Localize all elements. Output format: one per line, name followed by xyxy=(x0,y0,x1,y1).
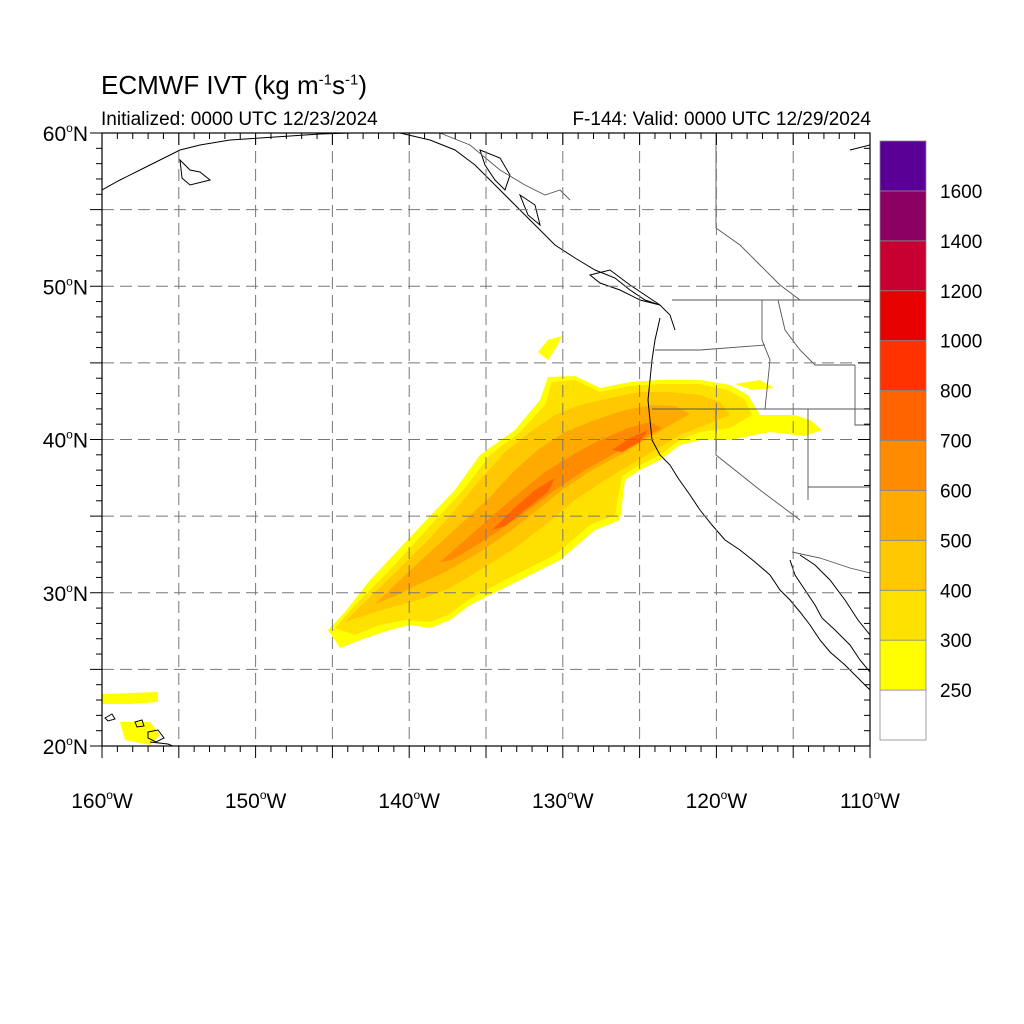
colorbar-label: 250 xyxy=(940,681,972,702)
colorbar-swatch xyxy=(879,689,927,741)
ivt-blob-idaho xyxy=(735,380,774,390)
lat-tick-label: 40oN xyxy=(43,428,88,453)
lon-tick-label: 140oW xyxy=(378,788,440,813)
ivt-contour-700b xyxy=(612,430,648,452)
colorbar-label: 1600 xyxy=(940,182,982,203)
colorbar-label: 700 xyxy=(940,432,972,453)
init-time-label: Initialized: 0000 UTC 12/23/2024 xyxy=(101,109,378,130)
ivt-contour-700 xyxy=(492,478,555,530)
colorbar-label: 800 xyxy=(940,382,972,403)
colorbar-label: 300 xyxy=(940,631,972,652)
figure-title: ECMWF IVT (kg m-1s-1) xyxy=(101,70,367,100)
colorbar-label: 1000 xyxy=(940,332,982,353)
lon-tick-label: 120oW xyxy=(686,788,748,813)
colorbar-swatch xyxy=(879,539,927,591)
colorbar-label: 600 xyxy=(940,481,972,502)
colorbar-swatch xyxy=(879,490,927,541)
colorbar-label: 1200 xyxy=(940,282,982,303)
colorbar-swatch xyxy=(879,140,927,192)
colorbar-label: 500 xyxy=(940,531,972,552)
lat-tick-label: 30oN xyxy=(43,581,88,606)
colorbar: 250 300 400 500 600 700 800 1000 1200 1400 1600 xyxy=(879,140,982,741)
lat-tick-label: 60oN xyxy=(43,121,88,146)
grid-lines xyxy=(102,133,870,746)
lon-tick-label: 160oW xyxy=(71,788,133,813)
valid-time-label: F-144: Valid: 0000 UTC 12/29/2024 xyxy=(572,109,871,130)
colorbar-swatch xyxy=(879,190,927,242)
colorbar-swatch xyxy=(879,240,927,292)
ivt-plume xyxy=(102,336,822,745)
lat-tick-label: 20oN xyxy=(43,734,88,759)
colorbar-swatch xyxy=(879,589,927,641)
ivt-blob-hawaii1 xyxy=(102,692,158,704)
colorbar-swatch xyxy=(879,340,927,391)
colorbar-label: 1400 xyxy=(940,232,982,253)
axis-labels: 20oN 30oN 40oN 50oN 60oN 160oW 150oW 140oW 130oW… xyxy=(43,121,900,813)
colorbar-swatch xyxy=(879,290,927,342)
axis-ticks xyxy=(90,132,871,758)
colorbar-label: 400 xyxy=(940,581,972,602)
colorbar-swatch xyxy=(879,639,927,691)
colorbar-swatch xyxy=(879,390,927,441)
ivt-blob-north xyxy=(538,336,562,360)
lon-tick-label: 130oW xyxy=(532,788,594,813)
colorbar-swatch xyxy=(879,440,927,491)
lon-tick-label: 110oW xyxy=(840,788,900,813)
coastlines xyxy=(102,133,870,746)
lon-tick-label: 150oW xyxy=(225,788,287,813)
lat-tick-label: 50oN xyxy=(43,274,88,299)
